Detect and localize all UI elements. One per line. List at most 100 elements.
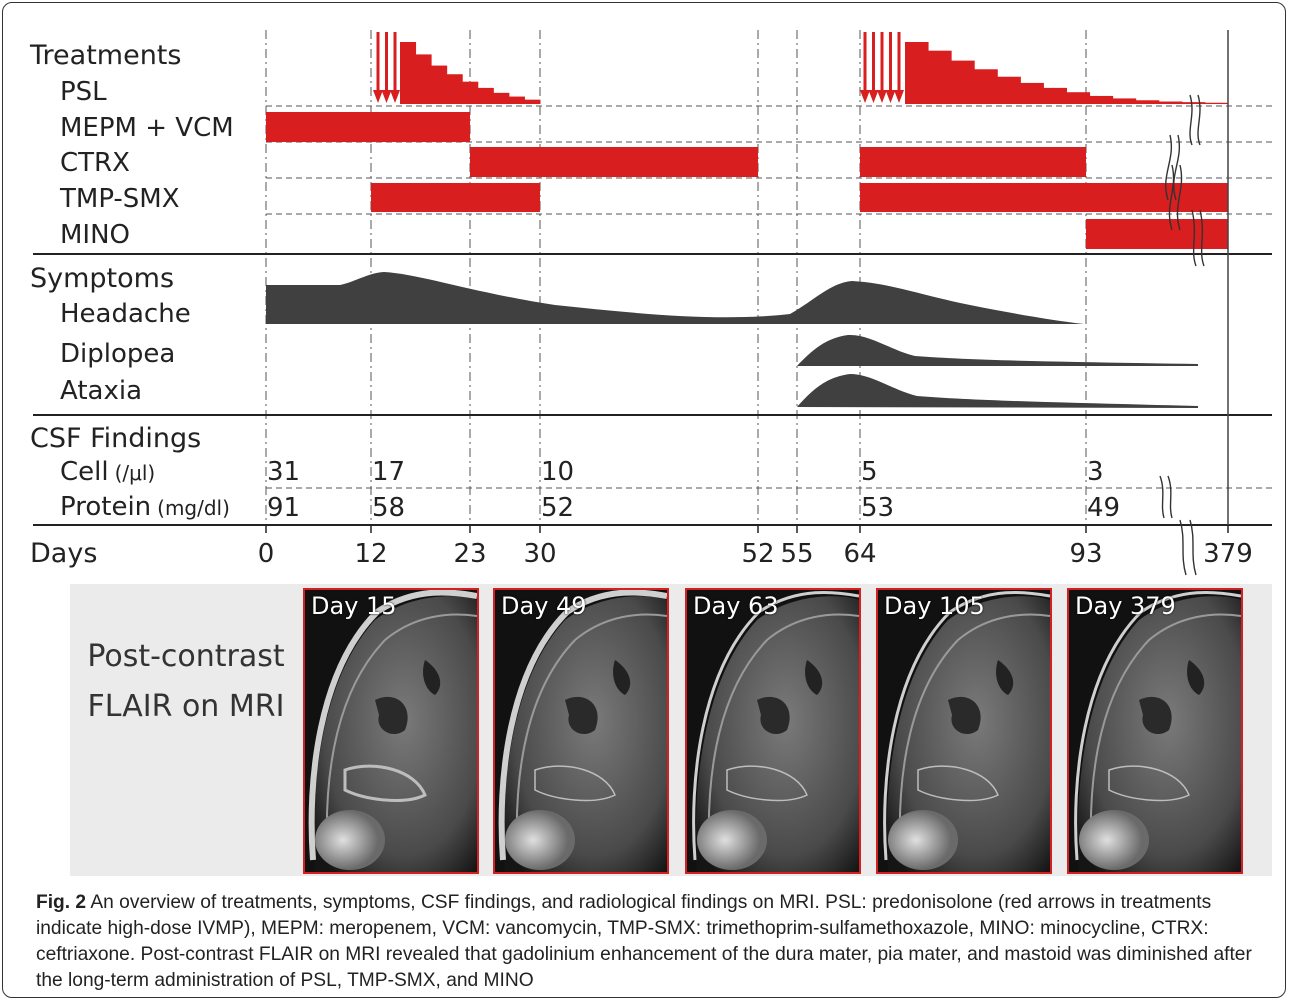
psl-taper-step [1020,82,1044,104]
ivmp-arrowhead [390,90,400,103]
psl-taper-step [974,69,998,104]
psl-taper-step [951,60,975,104]
csf-protein-value: 49 [1087,493,1120,523]
treatment-bar [266,112,470,142]
psl-taper-step [493,92,510,104]
row-label-headache: Headache [60,299,191,329]
tick-label-0: 0 [258,539,275,569]
mri-image-tile: Day 105 [876,588,1052,874]
mri-image-tile: Day 379 [1067,588,1243,874]
psl-taper-step [1112,98,1137,104]
mri-day-label: Day 105 [884,592,985,620]
symptom-curves [266,272,1198,408]
tick-label-379: 379 [1203,539,1253,569]
psl-taper-step [415,54,432,104]
psl-taper-step [446,74,463,104]
tick-label-23: 23 [453,539,486,569]
csf-cell-value: 17 [372,457,405,487]
mri-image-tile: Day 15 [303,588,479,874]
tick-label-30: 30 [523,539,556,569]
day-ticks: 0 12 23 30 52 55 64 93 379 [258,525,1253,569]
treatment-bar [1086,219,1228,249]
tick-label-93: 93 [1069,539,1102,569]
timeline-chart: Treatments PSL MEPM + VCM CTRX TMP-SMX M… [29,30,1272,576]
treatment-bar [470,147,758,177]
psl-dosing [373,32,1229,104]
ivmp-arrowhead [373,90,383,103]
csf-cell-value: 10 [541,457,574,487]
section-symptoms: Symptoms [30,263,174,294]
csf-protein-value: 58 [372,493,405,523]
mri-scan-image [687,590,859,872]
mri-scan-image [1069,590,1241,872]
diplopea-curve [797,334,1198,366]
row-label-mepm-vcm: MEPM + VCM [60,113,234,143]
mri-scan-image [495,590,667,872]
mri-label-line2: FLAIR on MRI [87,689,285,724]
psl-taper-step [1181,102,1206,104]
treatment-bar [860,147,1086,177]
mri-image-tile: Day 63 [685,588,861,874]
row-label-protein: Protein (mg/dl) [60,492,230,522]
mri-day-label: Day 379 [1075,592,1176,620]
csf-cell-value: 31 [267,457,300,487]
tick-label-64: 64 [843,539,876,569]
psl-taper-step [524,99,541,104]
figure-caption: Fig. 2 An overview of treatments, sympto… [36,890,1266,994]
caption-text: An overview of treatments, symptoms, CSF… [36,892,1252,991]
section-csf: CSF Findings [30,423,201,454]
psl-taper-step [400,42,417,104]
treatment-bar [371,183,540,212]
mri-label: Post-contrast FLAIR on MRI [70,632,302,732]
ivmp-arrowhead [894,90,904,103]
axis-label-days: Days [30,538,97,569]
psl-taper-step [431,65,448,104]
axis-break-marks [1159,94,1205,576]
ivmp-arrowhead [860,90,870,103]
caption-fig-number: Fig. 2 [36,892,87,913]
row-label-psl: PSL [60,77,107,107]
row-label-ctrx: CTRX [60,148,130,178]
section-separators [33,253,1272,526]
psl-taper-step [477,87,494,104]
psl-taper-step [1043,87,1067,104]
row-label-ataxia: Ataxia [60,376,142,406]
ataxia-curve [797,374,1198,408]
csf-values: 31 91 17 58 10 52 5 53 3 49 [267,457,1120,523]
tick-label-52: 52 [741,539,774,569]
row-label-diplopea: Diplopea [60,339,175,369]
mri-panel: Post-contrast FLAIR on MRI Day 15 Day 49 D… [70,584,1272,876]
psl-taper-step [462,81,479,104]
mri-day-label: Day 49 [501,592,587,620]
tick-label-55: 55 [780,539,813,569]
row-label-mino: MINO [60,220,130,250]
headache-curve [266,272,1084,324]
ivmp-arrowhead [381,90,392,103]
ivmp-arrowhead [877,90,887,103]
psl-taper-step [1204,102,1229,104]
ivmp-arrowhead [868,90,879,103]
section-treatments: Treatments [29,40,181,71]
psl-taper-step [1089,95,1114,104]
csf-protein-value: 52 [541,493,574,523]
row-label-tmp-smx: TMP-SMX [59,184,180,214]
mri-scan-image [878,590,1050,872]
mri-day-label: Day 15 [311,592,397,620]
psl-taper-step [905,42,929,104]
row-separators [266,105,1272,489]
ivmp-arrowhead [885,90,896,103]
csf-cell-value: 5 [861,457,878,487]
psl-taper-step [1066,92,1091,104]
psl-taper-step [1158,101,1183,104]
psl-taper-step [928,50,952,104]
mri-day-label: Day 63 [693,592,779,620]
row-label-cell: Cell (/μl) [60,457,155,487]
psl-taper-step [1135,100,1160,104]
mri-scan-image [305,590,477,872]
psl-taper-step [508,96,525,104]
csf-protein-value: 53 [861,493,894,523]
csf-protein-value: 91 [267,493,300,523]
treatment-bars [266,112,1228,249]
mri-label-line1: Post-contrast [87,639,285,674]
csf-cell-value: 3 [1087,457,1104,487]
